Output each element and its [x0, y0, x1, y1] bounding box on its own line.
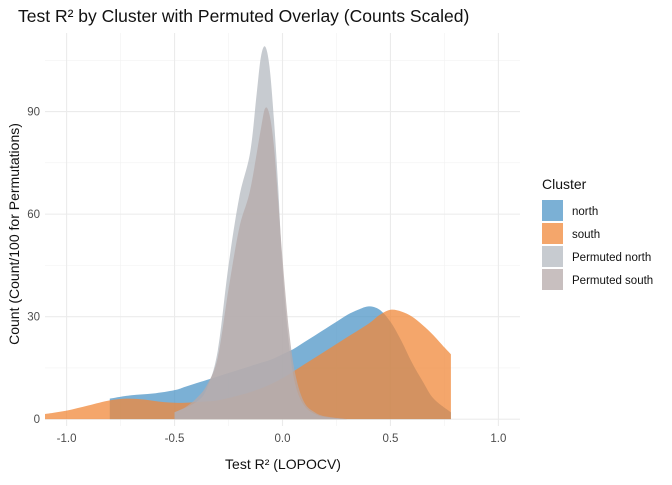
y-axis-label: Count (Count/100 for Permutations) [6, 123, 22, 345]
x-tick-label: 1.0 [490, 433, 506, 445]
legend: Cluster north south Permuted north Permuted… [542, 176, 653, 290]
legend-swatch [542, 223, 563, 244]
x-tick-label: 0.5 [382, 433, 398, 445]
x-tick-label: 0.0 [275, 433, 291, 445]
legend-label: south [572, 229, 600, 241]
legend-title: Cluster [542, 176, 587, 192]
legend-swatch [542, 269, 563, 290]
series-areas [45, 46, 451, 420]
legend-label: north [572, 206, 598, 218]
legend-label: Permuted north [572, 252, 651, 264]
x-axis-label: Test R² (LOPOCV) [225, 456, 341, 472]
y-tick-label: 30 [27, 312, 40, 324]
y-tick-label: 60 [27, 209, 40, 221]
x-tick-label: -0.5 [165, 433, 185, 445]
legend-swatch [542, 200, 563, 221]
y-axis-ticks: 0 30 60 90 [27, 107, 40, 427]
x-tick-label: -1.0 [57, 433, 77, 445]
area-permuted-south [174, 107, 348, 420]
x-axis-ticks: -1.0 -0.5 0.0 0.5 1.0 [57, 433, 507, 445]
chart-title: Test R² by Cluster with Permuted Overlay… [18, 6, 469, 26]
area-south [45, 309, 451, 420]
y-tick-label: 90 [27, 107, 40, 119]
legend-label: Permuted south [572, 275, 653, 287]
legend-swatch [542, 246, 563, 267]
y-tick-label: 0 [34, 414, 40, 426]
